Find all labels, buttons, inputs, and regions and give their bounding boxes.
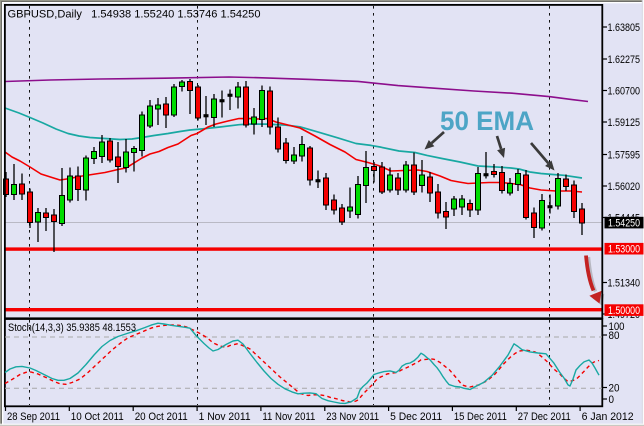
- svg-text:1.53000: 1.53000: [608, 243, 640, 255]
- svg-text:1 Nov 2011: 1 Nov 2011: [199, 411, 251, 423]
- svg-text:GBPUSD,Daily 1.54938 1.55240: GBPUSD,Daily 1.54938 1.55240 1.53746 1.5…: [8, 9, 261, 21]
- svg-text:20 Oct 2011: 20 Oct 2011: [135, 411, 188, 423]
- svg-text:50 EMA: 50 EMA: [440, 106, 534, 136]
- svg-text:Stoch(14,3,3) 35.9385 48.1553: Stoch(14,3,3) 35.9385 48.1553: [8, 322, 136, 334]
- svg-text:1.62275: 1.62275: [608, 54, 641, 66]
- svg-text:1.54250: 1.54250: [608, 217, 640, 229]
- svg-text:1.60700: 1.60700: [608, 86, 641, 98]
- svg-text:1.50000: 1.50000: [608, 305, 640, 317]
- svg-text:5 Dec 2011: 5 Dec 2011: [390, 411, 442, 423]
- svg-text:20: 20: [609, 383, 620, 395]
- svg-text:10 Oct 2011: 10 Oct 2011: [71, 411, 124, 423]
- svg-text:80: 80: [609, 330, 620, 342]
- svg-text:0: 0: [609, 394, 615, 406]
- svg-text:100: 100: [609, 321, 625, 333]
- svg-text:1.57595: 1.57595: [608, 150, 641, 162]
- svg-text:1.51340: 1.51340: [608, 278, 641, 290]
- svg-text:11 Nov 2011: 11 Nov 2011: [262, 411, 315, 423]
- svg-text:1.56020: 1.56020: [608, 181, 641, 193]
- svg-text:1.59125: 1.59125: [608, 117, 641, 129]
- svg-text:6 Jan 2012: 6 Jan 2012: [582, 411, 634, 423]
- svg-text:28 Sep 2011: 28 Sep 2011: [7, 411, 60, 423]
- svg-text:1.63805: 1.63805: [608, 22, 641, 34]
- svg-text:27 Dec 2011: 27 Dec 2011: [518, 411, 571, 423]
- svg-text:23 Nov 2011: 23 Nov 2011: [326, 411, 379, 423]
- svg-text:15 Dec 2011: 15 Dec 2011: [454, 411, 507, 423]
